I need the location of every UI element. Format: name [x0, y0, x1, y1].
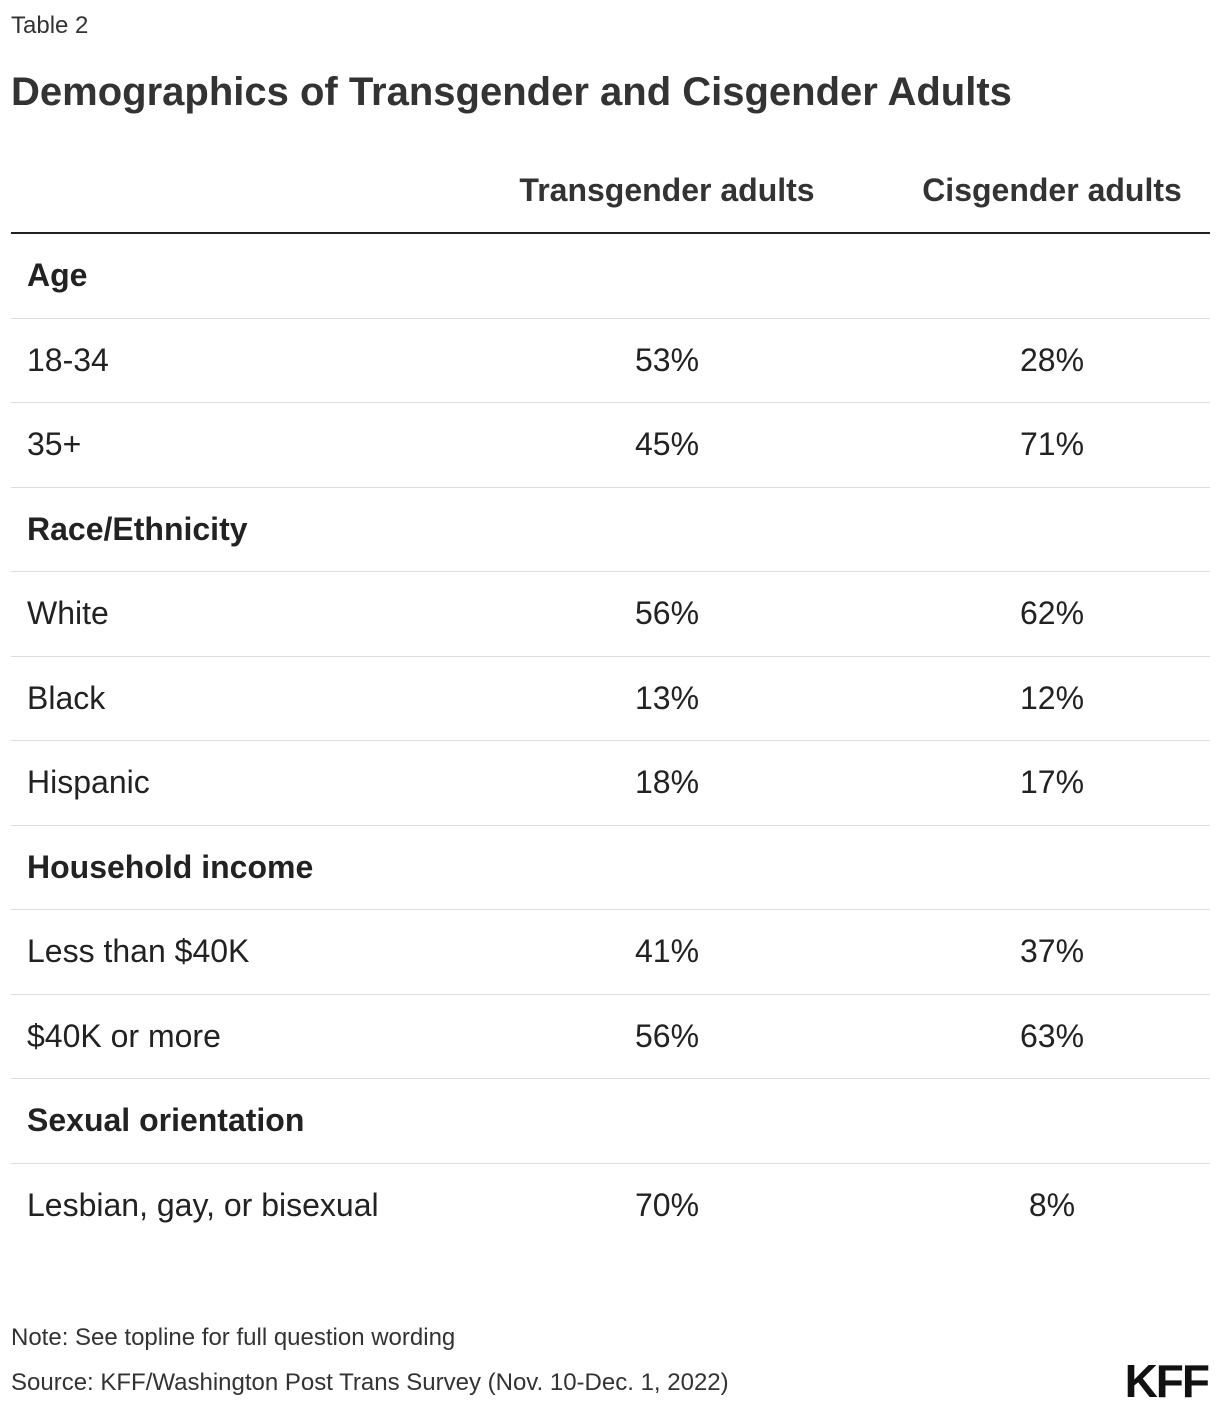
group-label: Household income — [27, 848, 314, 885]
group-label: Sexual orientation — [27, 1102, 305, 1139]
group-label: Race/Ethnicity — [27, 510, 248, 547]
cell-transgender-value: 56% — [634, 595, 700, 632]
row-label: $40K or more — [27, 1017, 221, 1054]
table-row: Lesbian, gay, or bisexual 70% 8% — [11, 1164, 1210, 1249]
cell-transgender-value: 18% — [634, 764, 700, 801]
group-label: Age — [27, 257, 88, 294]
row-label: Lesbian, gay, or bisexual — [27, 1187, 379, 1224]
cell-transgender-value: 13% — [634, 679, 700, 716]
cell-cisgender-value: 62% — [1019, 595, 1085, 632]
table-row: $40K or more 56% 63% — [11, 995, 1210, 1079]
cell-transgender-value: 53% — [634, 341, 700, 378]
table-number: Table 2 — [11, 12, 89, 39]
cell-cisgender-value: 28% — [1019, 341, 1085, 378]
row-label: 18-34 — [27, 341, 109, 378]
table-row: White 56% 62% — [11, 572, 1210, 657]
cell-transgender-value: 70% — [634, 1187, 700, 1224]
row-label: Hispanic — [27, 764, 150, 801]
table-source: Source: KFF/Washington Post Trans Survey… — [11, 1369, 729, 1396]
cell-cisgender-value: 71% — [1019, 426, 1085, 463]
row-label: Black — [27, 679, 106, 716]
table-group-row: Household income — [11, 826, 1210, 910]
demographics-table: Transgender adults Cisgender adults Age 1… — [11, 150, 1210, 1248]
table-group-row: Race/Ethnicity — [11, 488, 1210, 572]
kff-logo: KFF — [1124, 1355, 1210, 1407]
cell-cisgender-value: 8% — [1028, 1187, 1076, 1224]
table-group-row: Sexual orientation — [11, 1079, 1210, 1164]
cell-cisgender-value: 63% — [1019, 1017, 1085, 1054]
table-row: 35+ 45% 71% — [11, 403, 1210, 488]
row-label: 35+ — [27, 426, 82, 463]
table-row: 18-34 53% 28% — [11, 319, 1210, 403]
cell-cisgender-value: 37% — [1019, 933, 1085, 970]
table-group-row: Age — [11, 234, 1210, 319]
table-row: Hispanic 18% 17% — [11, 741, 1210, 826]
column-header-transgender: Transgender adults — [519, 172, 815, 208]
table-body: Age 18-34 53% 28% 35+ 45% 71% Race/Ethnicity Whi… — [11, 234, 1210, 1248]
row-label: White — [27, 595, 109, 632]
table-row: Less than $40K 41% 37% — [11, 910, 1210, 995]
cell-cisgender-value: 12% — [1019, 679, 1085, 716]
cell-transgender-value: 56% — [634, 1017, 700, 1054]
table-row: Black 13% 12% — [11, 657, 1210, 741]
column-header-cisgender: Cisgender adults — [922, 172, 1182, 208]
table-title: Demographics of Transgender and Cisgende… — [11, 70, 1012, 114]
table-note: Note: See topline for full question word… — [11, 1324, 456, 1351]
table-header-row: Transgender adults Cisgender adults — [11, 150, 1210, 234]
cell-transgender-value: 45% — [634, 426, 700, 463]
cell-cisgender-value: 17% — [1019, 764, 1085, 801]
cell-transgender-value: 41% — [634, 933, 700, 970]
row-label: Less than $40K — [27, 933, 250, 970]
